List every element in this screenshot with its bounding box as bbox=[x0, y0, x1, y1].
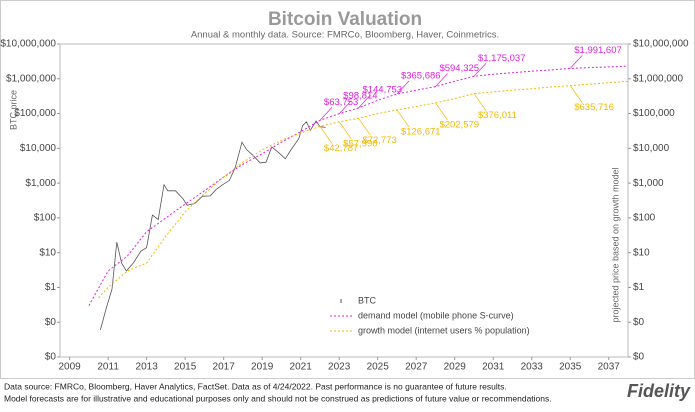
legend-label: BTC bbox=[358, 295, 377, 305]
annotation-label: $635,716 bbox=[574, 102, 614, 113]
logo: Fidelity bbox=[627, 381, 691, 401]
annotation-leader bbox=[319, 107, 333, 121]
annotation-label: $594,325 bbox=[439, 63, 479, 74]
y-tick-label: $1,000,000 bbox=[6, 73, 56, 84]
annotation-leader bbox=[396, 109, 410, 128]
annotation-label: $1,991,607 bbox=[574, 45, 622, 56]
x-tick-label: 2025 bbox=[367, 362, 390, 373]
x-tick-label: 2009 bbox=[59, 362, 82, 373]
y2-tick-label: $1,000,000 bbox=[633, 73, 683, 84]
legend-label: demand model (mobile phone S-curve) bbox=[358, 310, 514, 320]
x-tick-label: 2027 bbox=[405, 362, 428, 373]
y2-tick-label: $10 bbox=[633, 247, 650, 258]
annotation-leader bbox=[358, 118, 371, 136]
y2-tick-label: $1 bbox=[633, 282, 645, 293]
annotation-label: $1,175,037 bbox=[478, 53, 526, 64]
y2-axis-label: projected price based on growth model bbox=[610, 167, 620, 322]
y2-tick-label: $10,000 bbox=[633, 143, 670, 154]
annotation-label: $98,814 bbox=[343, 90, 377, 101]
x-tick-label: 2033 bbox=[521, 362, 544, 373]
y-tick-label: $1,000 bbox=[25, 178, 56, 189]
x-tick-label: 2023 bbox=[328, 362, 351, 373]
y-axis-label: BTC price bbox=[8, 90, 18, 130]
y-tick-label: $10,000 bbox=[20, 143, 57, 154]
y-tick-label: $100 bbox=[34, 213, 57, 224]
y-tick-label: $0 bbox=[45, 352, 57, 363]
y2-tick-label: $10,000,000 bbox=[633, 39, 689, 50]
plot-area bbox=[59, 43, 629, 358]
annotation-leader bbox=[338, 121, 352, 139]
x-tick-label: 2035 bbox=[559, 362, 582, 373]
chart-title: Bitcoin Valuation bbox=[268, 9, 422, 30]
y2-tick-label: $100 bbox=[633, 213, 656, 224]
chart-frame bbox=[0, 0, 695, 379]
annotation-leader bbox=[338, 100, 352, 114]
annotation-leader bbox=[396, 80, 410, 95]
y-tick-label: $100,000 bbox=[14, 108, 56, 119]
annotation-label: $202,579 bbox=[439, 119, 479, 130]
y-tick-label: $10 bbox=[39, 247, 56, 258]
x-tick-label: 2029 bbox=[444, 362, 467, 373]
annotation-label: $63,753 bbox=[324, 97, 358, 108]
annotation-label: $365,686 bbox=[401, 70, 441, 81]
y2-tick-label: $1,000 bbox=[633, 178, 664, 189]
annotation-leader bbox=[473, 63, 487, 77]
y2-tick-label: $100,000 bbox=[633, 108, 675, 119]
annotation-label: $144,753 bbox=[362, 84, 402, 95]
y2-tick-label: $0 bbox=[633, 317, 645, 328]
footnote: Data source: FMRCo, Bloomberg, Haver Ana… bbox=[4, 381, 507, 391]
x-tick-label: 2011 bbox=[97, 362, 119, 373]
series-line bbox=[100, 120, 326, 331]
footnote: Model forecasts are for illustrative and… bbox=[4, 393, 552, 403]
x-tick-label: 2017 bbox=[213, 362, 236, 373]
x-tick-label: 2015 bbox=[174, 362, 197, 373]
x-tick-label: 2021 bbox=[290, 362, 313, 373]
annotation-leader bbox=[358, 94, 371, 109]
series-line bbox=[88, 65, 629, 306]
x-tick-label: 2037 bbox=[598, 362, 621, 373]
annotation-leader bbox=[435, 102, 448, 121]
annotation-label: $126,671 bbox=[401, 127, 441, 138]
annotation-leader bbox=[569, 55, 583, 69]
y2-tick-label: $0 bbox=[633, 352, 645, 363]
y-tick-label: $10,000,000 bbox=[0, 39, 56, 50]
annotation-label: $57,990 bbox=[343, 138, 377, 149]
annotation-label: $42,787 bbox=[324, 143, 358, 154]
annotation-leader bbox=[435, 73, 448, 87]
x-tick-label: 2019 bbox=[251, 362, 274, 373]
annotation-leader bbox=[473, 93, 487, 111]
annotation-leader bbox=[569, 85, 583, 103]
x-tick-label: 2013 bbox=[136, 362, 159, 373]
legend-label: growth model (internet users % populatio… bbox=[358, 325, 530, 335]
annotation-label: $376,011 bbox=[478, 110, 517, 121]
x-tick-label: 2031 bbox=[482, 362, 505, 373]
chart-subtitle: Annual & monthly data. Source: FMRCo, Bl… bbox=[191, 30, 499, 41]
annotation-label: $72,773 bbox=[362, 135, 396, 146]
y-tick-label: $0 bbox=[45, 317, 57, 328]
annotation-leader bbox=[319, 126, 333, 144]
y-tick-label: $1 bbox=[45, 282, 57, 293]
